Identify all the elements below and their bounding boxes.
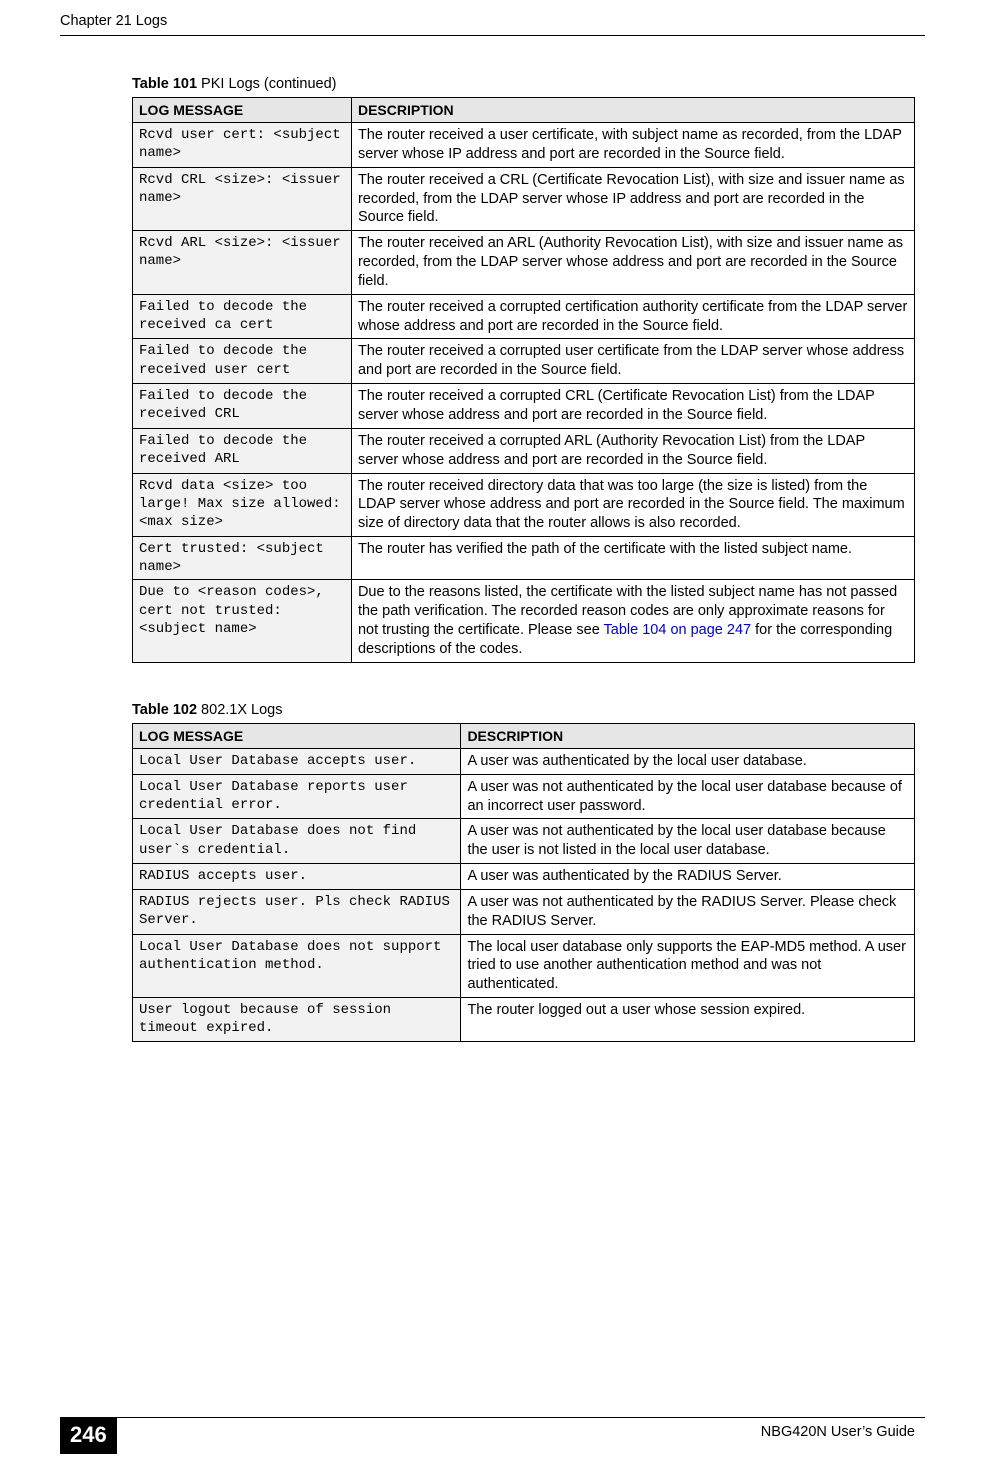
footer-guide-title: NBG420N User’s Guide bbox=[761, 1423, 915, 1442]
log-message-cell: Local User Database does not support aut… bbox=[133, 934, 461, 998]
page-content: Table 101 PKI Logs (continued) LOG MESSA… bbox=[132, 75, 915, 1080]
table-row: User logout because of session timeout e… bbox=[133, 998, 915, 1041]
log-message-cell: Local User Database accepts user. bbox=[133, 748, 461, 774]
table-row: Local User Database does not find user`s… bbox=[133, 819, 915, 864]
log-message-cell: RADIUS rejects user. Pls check RADIUS Se… bbox=[133, 889, 461, 934]
table-row: Local User Database accepts user.A user … bbox=[133, 748, 915, 774]
table-101-header-msg: LOG MESSAGE bbox=[133, 97, 352, 122]
log-message-cell: RADIUS accepts user. bbox=[133, 864, 461, 890]
table-row: Rcvd data <size> too large! Max size all… bbox=[133, 473, 915, 537]
log-message-cell: Due to <reason codes>, cert not trusted:… bbox=[133, 580, 352, 662]
log-description-cell: The router received a CRL (Certificate R… bbox=[351, 167, 914, 231]
table-101-header-row: LOG MESSAGE DESCRIPTION bbox=[133, 97, 915, 122]
log-description-cell: The router received an ARL (Authority Re… bbox=[351, 231, 914, 295]
table-101-header-desc: DESCRIPTION bbox=[351, 97, 914, 122]
log-description-cell: A user was not authenticated by the loca… bbox=[461, 819, 915, 864]
log-description-cell: The router received a corrupted user cer… bbox=[351, 339, 914, 384]
table-101-title: PKI Logs (continued) bbox=[197, 76, 336, 92]
log-description-cell: The router logged out a user whose sessi… bbox=[461, 998, 915, 1041]
footer-rule bbox=[60, 1417, 925, 1418]
table-row: Local User Database reports user credent… bbox=[133, 774, 915, 819]
page-cross-reference-link[interactable]: Table 104 on page 247 bbox=[604, 622, 752, 638]
table-row: Local User Database does not support aut… bbox=[133, 934, 915, 998]
table-row: Failed to decode the received ARLThe rou… bbox=[133, 428, 915, 473]
table-row: RADIUS accepts user.A user was authentic… bbox=[133, 864, 915, 890]
log-description-cell: A user was not authenticated by the RADI… bbox=[461, 889, 915, 934]
table-row: Failed to decode the received user certT… bbox=[133, 339, 915, 384]
log-message-cell: Rcvd ARL <size>: <issuer name> bbox=[133, 231, 352, 295]
table-102-header-row: LOG MESSAGE DESCRIPTION bbox=[133, 723, 915, 748]
log-message-cell: Cert trusted: <subject name> bbox=[133, 537, 352, 580]
log-description-cell: The router received a corrupted ARL (Aut… bbox=[351, 428, 914, 473]
table-102: LOG MESSAGE DESCRIPTION Local User Datab… bbox=[132, 723, 915, 1042]
log-message-cell: Local User Database does not find user`s… bbox=[133, 819, 461, 864]
table-row: Rcvd user cert: <subject name>The router… bbox=[133, 123, 915, 168]
log-description-cell: The router received directory data that … bbox=[351, 473, 914, 537]
log-description-cell: A user was authenticated by the local us… bbox=[461, 748, 915, 774]
log-description-cell: The router received a user certificate, … bbox=[351, 123, 914, 168]
table-101-caption: Table 101 PKI Logs (continued) bbox=[132, 75, 915, 94]
table-row: Failed to decode the received CRLThe rou… bbox=[133, 384, 915, 429]
log-message-cell: Rcvd data <size> too large! Max size all… bbox=[133, 473, 352, 537]
table-102-header-msg: LOG MESSAGE bbox=[133, 723, 461, 748]
log-message-cell: Failed to decode the received user cert bbox=[133, 339, 352, 384]
log-description-cell: The router received a corrupted certific… bbox=[351, 294, 914, 339]
table-102-header-desc: DESCRIPTION bbox=[461, 723, 915, 748]
table-row: Cert trusted: <subject name>The router h… bbox=[133, 537, 915, 580]
log-description-cell: Due to the reasons listed, the certifica… bbox=[351, 580, 914, 662]
log-message-cell: User logout because of session timeout e… bbox=[133, 998, 461, 1041]
log-description-cell: The router has verified the path of the … bbox=[351, 537, 914, 580]
log-message-cell: Failed to decode the received ARL bbox=[133, 428, 352, 473]
table-102-caption: Table 102 802.1X Logs bbox=[132, 701, 915, 720]
log-message-cell: Failed to decode the received CRL bbox=[133, 384, 352, 429]
page-number: 246 bbox=[60, 1417, 117, 1454]
table-101: LOG MESSAGE DESCRIPTION Rcvd user cert: … bbox=[132, 97, 915, 663]
log-message-cell: Rcvd user cert: <subject name> bbox=[133, 123, 352, 168]
log-message-cell: Local User Database reports user credent… bbox=[133, 774, 461, 819]
table-row: Due to <reason codes>, cert not trusted:… bbox=[133, 580, 915, 662]
table-102-title: 802.1X Logs bbox=[197, 702, 282, 718]
log-message-cell: Failed to decode the received ca cert bbox=[133, 294, 352, 339]
table-row: Failed to decode the received ca certThe… bbox=[133, 294, 915, 339]
log-description-cell: The local user database only supports th… bbox=[461, 934, 915, 998]
table-row: Rcvd ARL <size>: <issuer name>The router… bbox=[133, 231, 915, 295]
log-description-cell: The router received a corrupted CRL (Cer… bbox=[351, 384, 914, 429]
log-message-cell: Rcvd CRL <size>: <issuer name> bbox=[133, 167, 352, 231]
table-102-number: Table 102 bbox=[132, 702, 197, 718]
header-rule bbox=[60, 35, 925, 36]
chapter-heading: Chapter 21 Logs bbox=[60, 12, 167, 31]
log-description-cell: A user was authenticated by the RADIUS S… bbox=[461, 864, 915, 890]
table-row: Rcvd CRL <size>: <issuer name>The router… bbox=[133, 167, 915, 231]
table-101-number: Table 101 bbox=[132, 76, 197, 92]
table-row: RADIUS rejects user. Pls check RADIUS Se… bbox=[133, 889, 915, 934]
log-description-cell: A user was not authenticated by the loca… bbox=[461, 774, 915, 819]
